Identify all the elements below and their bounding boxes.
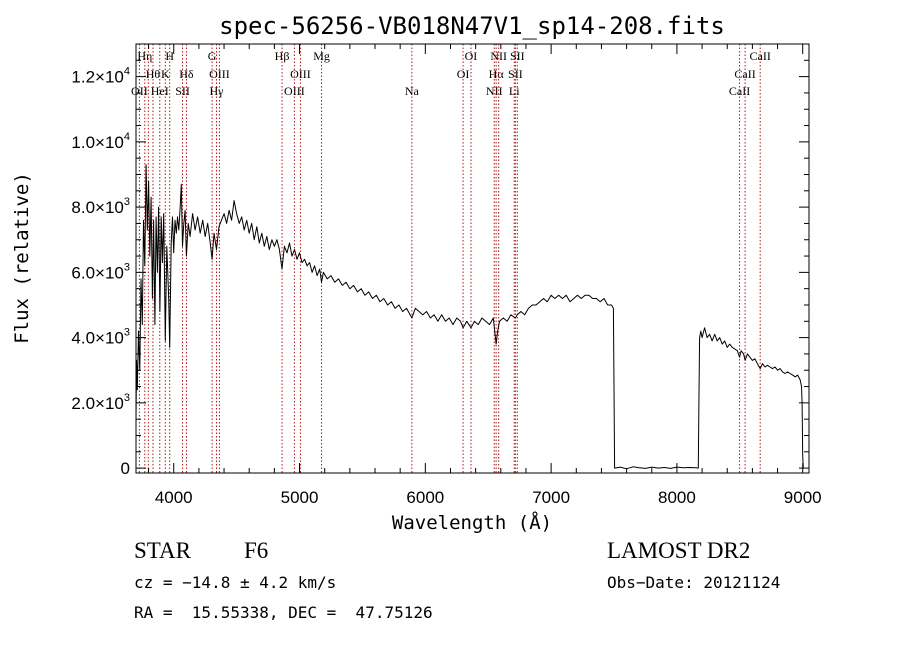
y-tick-label: 6.0×103: [71, 261, 130, 282]
y-tick-label: 4.0×103: [71, 327, 130, 348]
x-tick-label: 9000: [784, 488, 822, 507]
y-tick-mantissa: 4.0×10: [71, 329, 123, 348]
spectral-line-label: K: [161, 67, 170, 81]
spectral-line-label: OIII: [284, 84, 305, 98]
obs-date-label: Obs−Date: 20121124: [607, 573, 781, 592]
subclass-label: F6: [244, 538, 269, 563]
y-tick-mantissa: 2.0×10: [71, 394, 123, 413]
y-tick-exponent: 3: [124, 392, 130, 404]
y-tick-mantissa: 8.0×10: [71, 198, 123, 217]
y-tick-mantissa: 1.2×10: [71, 68, 123, 87]
y-tick-mantissa: 6.0×10: [71, 263, 123, 282]
spectral-line-label: H: [165, 49, 174, 63]
spectral-line-label: Hα: [489, 67, 505, 81]
spectral-line-label: OI: [457, 67, 470, 81]
spectral-line-label: CaII: [729, 84, 750, 98]
redshift-label: cz = −14.8 ± 4.2 km/s: [134, 573, 337, 592]
spectral-line-label: Hγ: [210, 84, 225, 98]
y-tick-exponent: 3: [124, 327, 130, 339]
x-tick-label: 8000: [658, 488, 696, 507]
plot-frame: [135, 43, 810, 474]
spectral-line-label: NII: [490, 49, 507, 63]
chart-title: spec-56256-VB018N47V1_sp14-208.fits: [219, 12, 725, 40]
y-axis-label: Flux (relative): [11, 172, 33, 344]
x-tick-label: 4000: [155, 488, 193, 507]
spectral-line-label: Hβ: [275, 49, 290, 63]
spectral-line-label: OII: [131, 84, 148, 98]
y-tick-exponent: 3: [124, 196, 130, 208]
y-tick-exponent: 4: [124, 131, 130, 143]
spectral-line-label: NII: [486, 84, 503, 98]
spectral-line-label: OIII: [209, 67, 230, 81]
survey-label: LAMOST DR2: [607, 538, 751, 563]
class-label: STAR: [134, 538, 191, 563]
x-tick-label: 7000: [532, 488, 570, 507]
spectral-line-label: Hθ: [146, 67, 161, 81]
y-axis-label-group: Flux (relative): [11, 172, 33, 344]
y-tick-exponent: 3: [124, 261, 130, 273]
spectral-line-label: CaII: [750, 49, 771, 63]
y-tick-mantissa: 0: [121, 459, 130, 478]
y-tick-label: 2.0×103: [71, 392, 130, 413]
y-tick-exponent: 4: [124, 66, 130, 78]
spectral-line-label: Na: [405, 84, 420, 98]
coordinates-label: RA = 15.55338, DEC = 47.75126: [134, 603, 433, 622]
y-tick-label: 1.2×104: [71, 66, 130, 87]
x-tick-label: 6000: [406, 488, 444, 507]
y-tick-label: 8.0×103: [71, 196, 130, 217]
spectral-line-label: Li: [509, 84, 520, 98]
spectral-line-label: SII: [510, 49, 525, 63]
spectral-line-label: G: [208, 49, 217, 63]
spectral-line-label: Hη: [137, 49, 152, 63]
spectral-line-label: OIII: [290, 67, 311, 81]
spectral-line-label: HeI: [151, 84, 169, 98]
spectral-line-label: Mg: [313, 49, 330, 63]
series-layer: [135, 164, 804, 470]
spectral-lines-layer: OIIHηHθHeIKHSIIHδGHγOIIIHβOIIIOIIIMgNaOI…: [131, 44, 771, 473]
x-tick-label: 5000: [281, 488, 319, 507]
y-tick-label: 0: [121, 459, 130, 478]
spectral-line-label: SII: [175, 84, 190, 98]
spectral-line-label: OI: [465, 49, 478, 63]
axis-ticks-layer: 4000 5000 6000 7000 8000 900002.0×1034.0×1036…: [71, 44, 822, 507]
spectral-line-label: Hδ: [179, 67, 194, 81]
spectrum-series-line: [135, 164, 804, 470]
spectral-line-label: CaII: [734, 67, 755, 81]
y-tick-label: 1.0×104: [71, 131, 130, 152]
y-tick-mantissa: 1.0×10: [71, 133, 123, 152]
spectral-line-label: SII: [508, 67, 523, 81]
x-axis-label: Wavelength (Å): [392, 511, 552, 534]
